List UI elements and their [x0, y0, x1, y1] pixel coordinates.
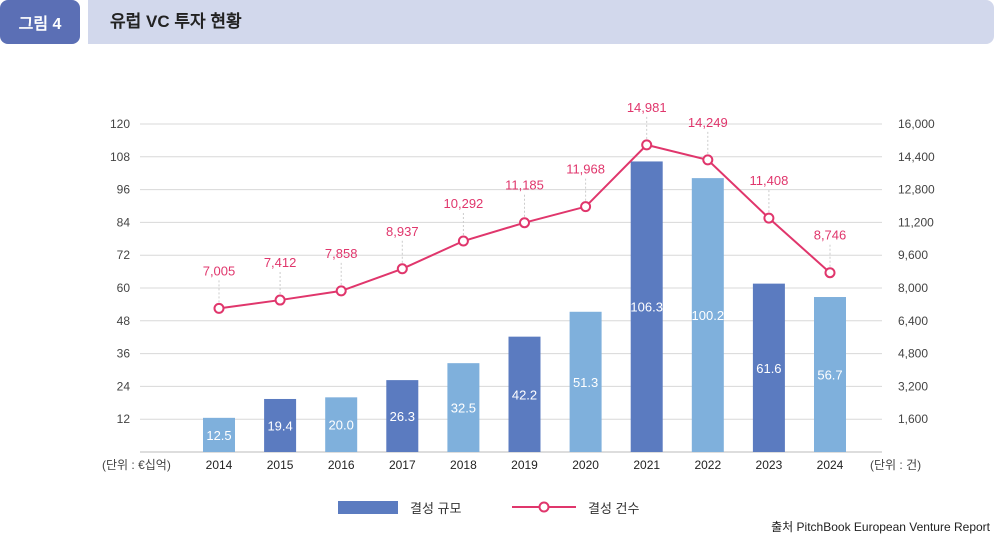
x-tick-label: 2016: [328, 458, 355, 472]
legend-item-bar: 결성 규모: [338, 496, 461, 518]
bar: [203, 417, 235, 452]
gridlines: [140, 123, 882, 453]
legend-bar-swatch: [338, 500, 398, 514]
x-tick-label: 2017: [389, 458, 416, 472]
left-tick-label: 24: [117, 379, 131, 393]
right-tick-label: 4,800: [898, 347, 928, 361]
right-tick-label: 1,600: [898, 412, 928, 426]
line-series: [213, 116, 836, 314]
line-point: [641, 139, 653, 151]
bar: [447, 363, 480, 452]
bar-value-label: 19.4: [267, 418, 292, 433]
bar-value-label: 20.0: [329, 418, 354, 433]
line-point: [335, 285, 347, 297]
bar-series: [203, 161, 846, 452]
line-value-label: 11,968: [566, 162, 605, 177]
line-point: [824, 267, 836, 279]
right-tick-label: 3,200: [898, 379, 928, 393]
combo-chart: 12 24 36 48 60 72 84 96 108 120 1,600 3,200 4,800 6,4…: [102, 100, 935, 472]
bar-value-label: 106.3: [630, 300, 663, 315]
left-axis-unit-label: (단위 : €십억): [102, 458, 171, 472]
left-tick-label: 96: [117, 183, 131, 197]
bar: [814, 297, 846, 452]
line-point: [580, 201, 592, 213]
left-tick-label: 36: [117, 347, 131, 361]
line-value-label: 7,858: [325, 246, 358, 261]
line-value-label: 7,412: [264, 255, 297, 270]
bar-value-label: 100.2: [692, 308, 725, 323]
x-tick-label: 2018: [450, 458, 477, 472]
bar: [386, 380, 419, 452]
figure-number-badge: 그림 4: [0, 0, 80, 44]
line-value-label: 8,746: [814, 228, 847, 243]
bar-value-label: 12.5: [206, 428, 231, 443]
chart-legend: 결성 규모 결성 건수: [338, 496, 678, 518]
line-point: [519, 217, 530, 229]
right-tick-label: 16,000: [898, 117, 935, 131]
axes: 12 24 36 48 60 72 84 96 108 120 1,600 3,200 4,800 6,4…: [102, 117, 935, 472]
bar: [569, 311, 602, 452]
right-axis-unit-label: (단위 : 건): [870, 458, 921, 472]
line-point: [763, 212, 775, 224]
x-tick-label: 2015: [267, 458, 294, 472]
bar: [630, 161, 663, 452]
right-tick-label: 14,400: [898, 150, 935, 164]
left-tick-label: 12: [117, 412, 131, 426]
x-tick-label: 2024: [817, 458, 844, 472]
line-point: [213, 302, 225, 314]
line-point: [274, 294, 286, 306]
line-value-label: 10,292: [444, 196, 484, 211]
line-value-label: 7,005: [203, 263, 236, 278]
source-note: 출처 PitchBook European Venture Report: [771, 520, 990, 534]
line-point: [457, 235, 469, 247]
x-tick-label: 2023: [756, 458, 783, 472]
legend-label-line: 결성 건수: [588, 500, 640, 516]
left-tick-label: 108: [110, 150, 130, 164]
bar-value-label: 26.3: [390, 409, 415, 424]
bar-value-label: 61.6: [756, 361, 781, 376]
x-tick-label: 2021: [633, 458, 660, 472]
right-tick-label: 9,600: [898, 248, 928, 262]
bar-value-label: 32.5: [451, 401, 476, 416]
right-tick-label: 12,800: [898, 183, 935, 197]
bar-value-label: 42.2: [512, 387, 537, 402]
bar-value-label: 56.7: [817, 368, 842, 383]
bar: [325, 397, 358, 452]
data-labels: 12.5 19.4 20.0 26.3 32.5 42.2 51.3 106.3 100.2 61…: [203, 100, 847, 443]
figure-header: 그림 4 유럽 VC 투자 현황: [0, 0, 1000, 44]
line-value-label: 8,937: [386, 224, 419, 239]
line-value-label: 11,185: [505, 178, 544, 193]
left-tick-label: 48: [117, 314, 131, 328]
left-tick-label: 72: [117, 248, 131, 262]
left-tick-label: 60: [117, 281, 131, 295]
line-point: [702, 154, 714, 166]
bar: [752, 283, 785, 452]
left-tick-label: 84: [117, 215, 131, 229]
chart-title: 유럽 VC 투자 현황: [110, 12, 242, 31]
legend-label-bar: 결성 규모: [410, 500, 462, 516]
left-tick-label: 120: [110, 117, 130, 131]
right-tick-label: 8,000: [898, 281, 928, 295]
x-tick-label: 2019: [511, 458, 538, 472]
legend-item-line: 결성 건수: [512, 496, 639, 518]
x-tick-label: 2020: [572, 458, 599, 472]
bar: [264, 398, 297, 452]
line-point: [396, 263, 408, 275]
bar: [508, 336, 541, 452]
line-value-label: 14,249: [688, 115, 728, 130]
x-tick-label: 2014: [206, 458, 233, 472]
bar-value-label: 51.3: [573, 375, 598, 390]
title-bar: 유럽 VC 투자 현황: [88, 0, 994, 44]
line-value-label: 14,981: [627, 100, 667, 115]
x-tick-label: 2022: [694, 458, 721, 472]
line-value-label: 11,408: [750, 173, 789, 188]
bar: [691, 178, 724, 452]
right-tick-label: 6,400: [898, 314, 928, 328]
right-tick-label: 11,200: [898, 215, 934, 229]
legend-line-swatch: [512, 501, 576, 513]
